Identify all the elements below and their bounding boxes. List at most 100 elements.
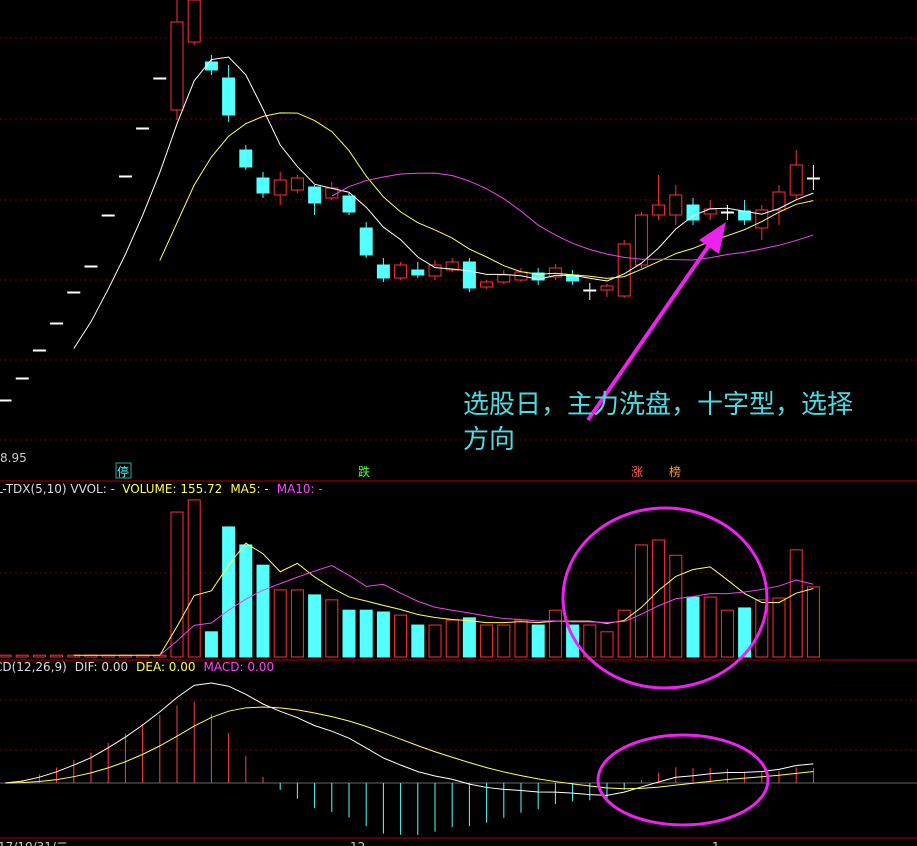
volume-bar	[170, 511, 184, 658]
volume-bar	[222, 526, 236, 658]
volume-bar	[514, 619, 528, 658]
candle-body	[411, 269, 425, 276]
candle-body	[394, 264, 408, 279]
header-item: MA5: -	[230, 482, 268, 496]
candle-body	[187, 0, 201, 43]
highlight-ellipse	[561, 506, 769, 690]
volume-bar	[480, 624, 494, 658]
candle-body	[652, 204, 666, 216]
candle-body	[67, 291, 81, 294]
candle-body	[634, 214, 648, 266]
candle-body	[0, 399, 12, 402]
candle-body	[290, 177, 304, 191]
dif-line	[4, 682, 814, 796]
volume-bar	[15, 654, 29, 658]
header-item: L-TDX(5,10) VVOL: -	[0, 482, 115, 496]
candle-body	[256, 177, 270, 194]
candle-body	[600, 285, 614, 291]
marker: 涨	[631, 464, 643, 479]
volume-bar	[686, 596, 700, 658]
candle-body	[153, 77, 167, 80]
volume-bar	[376, 611, 390, 658]
arrow-head	[699, 222, 726, 254]
candle-body	[772, 191, 786, 211]
candle-body	[617, 243, 631, 297]
date-strip	[0, 839, 917, 846]
volume-bar	[652, 539, 666, 658]
macd-header: CD(12,26,9) DIF: 0.00 DEA: 0.00 MACD: 0.00	[0, 660, 274, 674]
candle-body	[376, 264, 390, 279]
candle-body	[703, 208, 717, 215]
volume-bar	[394, 614, 408, 658]
moving-average	[73, 56, 814, 349]
volume-bar	[239, 544, 253, 658]
header-item: DIF: 0.00	[75, 660, 128, 674]
candle-body	[50, 322, 64, 325]
moving-average	[331, 172, 814, 261]
volume-bar	[789, 549, 803, 658]
volume-bar	[273, 589, 287, 658]
arrow	[586, 239, 714, 422]
date-label: 12	[350, 840, 365, 846]
candle-body	[462, 261, 476, 289]
candle-body	[497, 274, 511, 283]
annotation: 选股日，主力洗盘，十字型，选择	[463, 390, 853, 420]
volume-bar	[290, 589, 304, 658]
candle-body	[806, 177, 820, 180]
candle-body	[101, 214, 115, 217]
volume-bar	[411, 624, 425, 658]
header-item: DEA: 0.00	[136, 660, 195, 674]
volume-header: L-TDX(5,10) VVOL: - VOLUME: 155.72 MA5: - M…	[0, 482, 323, 496]
marker: 榜	[669, 464, 681, 479]
volume-bar	[187, 499, 201, 658]
candle-body	[273, 179, 287, 196]
volume-bar	[50, 654, 64, 658]
candle-body	[720, 211, 734, 214]
candle-body	[686, 204, 700, 221]
volume-average	[73, 542, 814, 656]
volume-average	[159, 564, 814, 656]
candle-body	[118, 175, 132, 178]
candle-body	[204, 61, 218, 71]
volume-bar	[583, 624, 597, 658]
volume-bar	[308, 594, 322, 658]
candle-body	[308, 186, 322, 204]
volume-bar	[669, 554, 683, 658]
candle-body	[239, 149, 253, 168]
volume-bar	[445, 619, 459, 658]
candle-body	[342, 195, 356, 213]
candle-body	[222, 77, 236, 116]
candle-body	[531, 272, 545, 281]
candle-body	[548, 267, 562, 278]
volume-bar	[497, 624, 511, 658]
volume-bar	[703, 596, 717, 658]
volume-bar	[428, 624, 442, 658]
header-item: MACD: 0.00	[204, 660, 275, 674]
candle-body	[445, 261, 459, 271]
marker-box	[115, 462, 132, 479]
volume-bar	[256, 564, 270, 658]
header-item: CD(12,26,9)	[0, 660, 67, 674]
candle-body	[789, 164, 803, 196]
date-label: 1	[712, 840, 720, 846]
volume-bar	[0, 654, 12, 658]
volume-bar	[325, 599, 339, 658]
header-item: MA10: -	[277, 482, 323, 496]
candle-body	[84, 265, 98, 268]
candle-body	[170, 21, 184, 111]
candle-body	[359, 227, 373, 256]
marker: 停	[117, 464, 129, 479]
highlight-ellipse	[596, 733, 770, 827]
candle-body	[480, 281, 494, 288]
y-tick-label: 8.95	[0, 451, 27, 465]
dea-line	[4, 706, 814, 790]
candle-body	[669, 194, 683, 216]
volume-bar	[359, 609, 373, 658]
volume-bar	[548, 609, 562, 658]
volume-bar	[600, 631, 614, 658]
volume-bar	[462, 617, 476, 658]
candle-body	[136, 127, 150, 130]
volume-bar	[772, 597, 786, 658]
